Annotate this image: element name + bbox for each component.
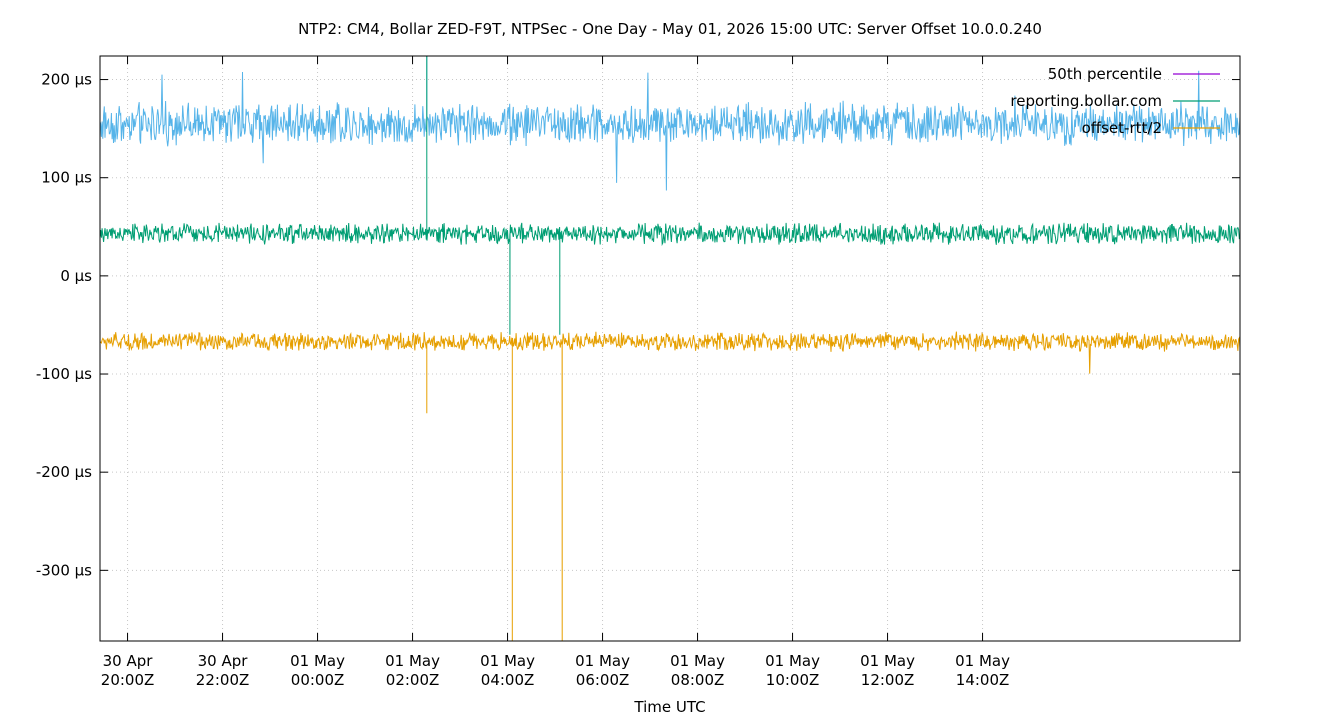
x-tick-label-time: 06:00Z [576, 671, 630, 689]
x-tick-label-date: 30 Apr [103, 652, 154, 670]
x-tick-label-date: 01 May [765, 652, 820, 670]
plot-frame [99, 55, 1241, 642]
x-tick-label-date: 01 May [575, 652, 630, 670]
x-tick-label-time: 12:00Z [861, 671, 915, 689]
x-tick-label-date: 01 May [670, 652, 725, 670]
y-tick-label: 0 µs [60, 267, 92, 285]
legend-label: reporting.bollar.com [1010, 92, 1162, 110]
x-tick-label-time: 10:00Z [766, 671, 820, 689]
grid [100, 56, 1240, 641]
legend-label: offset-rtt/2 [1082, 119, 1162, 137]
x-tick-label-date: 01 May [480, 652, 535, 670]
legend: 50th percentile reporting.bollar.com offse… [1010, 65, 1220, 137]
series-layer [99, 56, 1241, 642]
x-tick-label-time: 08:00Z [671, 671, 725, 689]
x-tick-label-date: 01 May [955, 652, 1010, 670]
series-line [99, 56, 1241, 191]
x-tick-label-date: 01 May [385, 652, 440, 670]
x-tick-label-date: 01 May [290, 652, 345, 670]
x-tick-label-date: 01 May [860, 652, 915, 670]
series-line [99, 56, 1241, 335]
y-tick-label: 100 µs [41, 169, 92, 187]
series-line [99, 331, 1241, 642]
x-axis-label: Time UTC [633, 698, 705, 716]
y-tick-label: -200 µs [36, 463, 92, 481]
x-tick-label-time: 04:00Z [481, 671, 535, 689]
y-axis: 200 µs 100 µs 0 µs -100 µs -200 µs -300 µs [36, 71, 1240, 579]
x-tick-label-date: 30 Apr [198, 652, 249, 670]
x-tick-label-time: 02:00Z [386, 671, 440, 689]
y-tick-label: -300 µs [36, 561, 92, 579]
x-tick-label-time: 20:00Z [101, 671, 155, 689]
x-tick-label-time: 00:00Z [291, 671, 345, 689]
x-tick-label-time: 14:00Z [956, 671, 1010, 689]
y-tick-label: -100 µs [36, 365, 92, 383]
legend-label: 50th percentile [1048, 65, 1162, 83]
y-tick-label: 200 µs [41, 71, 92, 89]
x-tick-label-time: 22:00Z [196, 671, 250, 689]
chart-title: NTP2: CM4, Bollar ZED-F9T, NTPSec - One … [298, 20, 1042, 38]
